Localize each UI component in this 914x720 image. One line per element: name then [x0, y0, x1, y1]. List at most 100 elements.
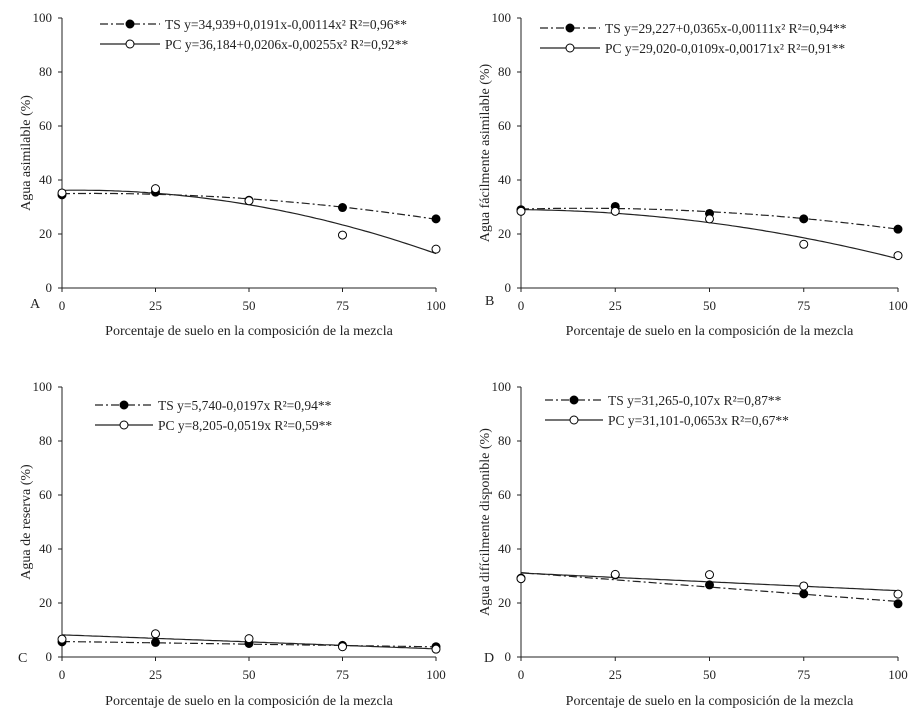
panel-letter: D — [484, 651, 494, 666]
data-point-ts — [893, 224, 903, 234]
data-point-pc — [893, 251, 903, 261]
legend-text-ts: TS y=34,939+0,0191x-0,00114x² R²=0,96** — [165, 17, 407, 32]
x-tick-label: 25 — [149, 667, 162, 682]
data-point-pc — [705, 214, 714, 224]
y-tick-label: 100 — [492, 10, 512, 25]
y-tick-label: 80 — [498, 433, 511, 448]
y-tick-label: 80 — [39, 433, 52, 448]
x-tick-label: 50 — [243, 667, 256, 682]
y-tick-label: 0 — [505, 280, 512, 295]
panel-c: 0 20 40 60 80 100 0 25 50 75 100 Porcentaje de suel… — [18, 379, 446, 709]
data-point-pc — [338, 230, 347, 240]
y-tick-label: 0 — [46, 280, 53, 295]
data-point-pc — [610, 569, 620, 579]
y-tick-label: 100 — [492, 379, 512, 394]
legend-text-ts: TS y=5,740-0,0197x R²=0,94** — [158, 398, 332, 413]
data-point-pc — [893, 589, 903, 599]
y-tick-label: 100 — [33, 379, 53, 394]
y-axis-label: Agua asimilable (%) — [19, 95, 34, 211]
data-point-ts — [799, 589, 809, 599]
y-tick-label: 40 — [498, 172, 511, 187]
data-point-pc — [244, 634, 254, 644]
x-tick-label: 75 — [797, 298, 810, 313]
data-point-ts — [151, 637, 160, 647]
y-tick-label: 80 — [498, 64, 511, 79]
legend-marker-pc — [119, 420, 129, 430]
data-point-pc — [244, 196, 254, 206]
legend-text-ts: TS y=31,265-0,107x R²=0,87** — [608, 393, 782, 408]
y-tick-label: 40 — [498, 541, 511, 556]
legend-text-pc: PC y=36,184+0,0206x-0,00255x² R²=0,92** — [165, 37, 408, 52]
data-point-pc — [57, 634, 67, 644]
legend-marker-ts — [569, 395, 579, 405]
y-axis-label: Agua fácilmente asimilable (%) — [478, 63, 493, 242]
x-tick-label: 50 — [703, 298, 716, 313]
x-tick-label: 50 — [703, 667, 716, 682]
y-tick-label: 20 — [498, 595, 511, 610]
y-tick-label: 0 — [46, 649, 53, 664]
data-point-pc — [431, 244, 441, 254]
y-tick-label: 100 — [33, 10, 53, 25]
x-tick-label: 100 — [888, 667, 908, 682]
legend-marker-pc — [569, 415, 579, 425]
x-axis-label: Porcentaje de suelo en la composición de… — [105, 324, 393, 339]
data-point-pc — [338, 642, 347, 652]
x-tick-label: 75 — [797, 667, 810, 682]
x-tick-label: 100 — [426, 298, 446, 313]
x-tick-label: 25 — [609, 298, 622, 313]
x-axis-label: Porcentaje de suelo en la composición de… — [566, 324, 854, 339]
data-point-pc — [799, 239, 809, 249]
legend-text-pc: PC y=31,101-0,0653x R²=0,67** — [608, 413, 789, 428]
legend-text-pc: PC y=8,205-0,0519x R²=0,59** — [158, 418, 332, 433]
legend-marker-ts — [125, 19, 135, 29]
data-point-pc — [516, 206, 526, 216]
y-tick-label: 20 — [498, 226, 511, 241]
x-tick-label: 0 — [518, 298, 525, 313]
data-point-ts — [338, 203, 347, 213]
x-tick-label: 0 — [59, 667, 66, 682]
y-tick-label: 60 — [39, 118, 52, 133]
data-point-pc — [151, 629, 160, 639]
x-tick-label: 50 — [243, 298, 256, 313]
data-point-pc — [431, 644, 441, 654]
x-tick-label: 75 — [336, 667, 349, 682]
legend-text-ts: TS y=29,227+0,0365x-0,00111x² R²=0,94** — [605, 21, 847, 36]
x-tick-label: 0 — [59, 298, 66, 313]
data-point-ts — [893, 599, 903, 609]
data-point-ts — [705, 580, 714, 590]
y-tick-label: 0 — [505, 649, 512, 664]
y-tick-label: 80 — [39, 64, 52, 79]
data-point-pc — [705, 570, 714, 580]
data-point-pc — [57, 188, 67, 198]
x-axis-label: Porcentaje de suelo en la composición de… — [566, 694, 854, 709]
data-point-pc — [610, 206, 620, 216]
panel-letter: C — [18, 651, 27, 666]
x-tick-label: 100 — [888, 298, 908, 313]
y-axis-label: Agua difícilmente disponible (%) — [478, 428, 493, 616]
legend-marker-pc — [565, 43, 575, 53]
x-tick-label: 25 — [609, 667, 622, 682]
y-tick-label: 60 — [39, 487, 52, 502]
x-tick-label: 100 — [426, 667, 446, 682]
data-point-pc — [151, 184, 160, 194]
y-tick-label: 60 — [498, 118, 511, 133]
panel-letter: B — [485, 294, 494, 309]
y-tick-label: 20 — [39, 226, 52, 241]
legend-marker-ts — [119, 400, 129, 410]
y-tick-label: 40 — [39, 541, 52, 556]
panel-b: 0 20 40 60 80 100 0 25 50 75 100 Porcentaje de suel… — [478, 10, 908, 339]
panel-d: 0 20 40 60 80 100 0 25 50 75 100 Porcentaje de suel… — [478, 379, 908, 709]
legend-marker-pc — [125, 39, 135, 49]
data-point-pc — [799, 581, 809, 591]
data-point-pc — [516, 574, 526, 584]
data-point-ts — [431, 214, 441, 224]
y-tick-label: 40 — [39, 172, 52, 187]
y-tick-label: 60 — [498, 487, 511, 502]
y-axis-label: Agua de reserva (%) — [19, 464, 34, 580]
y-tick-label: 20 — [39, 595, 52, 610]
x-tick-label: 0 — [518, 667, 525, 682]
legend-marker-ts — [565, 23, 575, 33]
panel-letter: A — [30, 297, 41, 312]
panel-a: 0 20 40 60 80 100 0 25 50 75 100 Porcentaje de suel… — [19, 10, 446, 339]
